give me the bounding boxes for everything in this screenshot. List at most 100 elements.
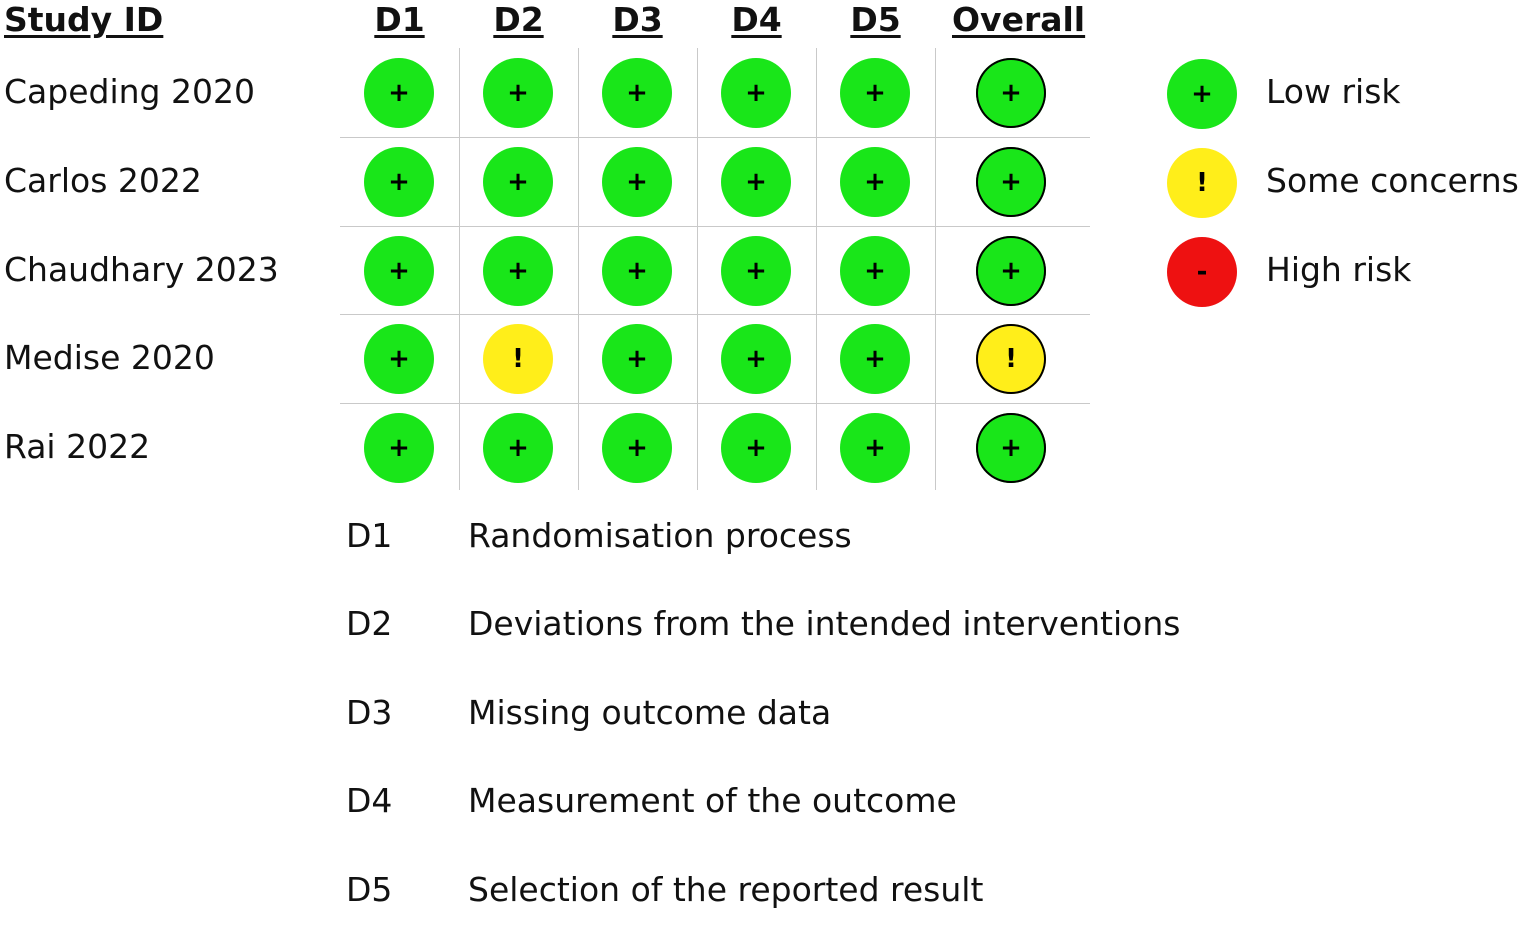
definition-code-d1: D1 — [346, 516, 393, 555]
judgement-dot-low-icon: + — [721, 147, 791, 217]
grid-vline — [459, 48, 460, 490]
study-name-rai-2022: Rai 2022 — [4, 427, 151, 466]
judgement-symbol: + — [1000, 433, 1022, 463]
judgement-symbol: + — [864, 167, 886, 197]
grid-hline — [340, 314, 1090, 315]
judgement-dot-low-icon: + — [602, 236, 672, 306]
judgement-symbol: + — [864, 256, 886, 286]
study-name-chaudhary-2023: Chaudhary 2023 — [4, 250, 279, 289]
judgement-dot-low-icon: + — [721, 413, 791, 483]
domain-header-d3: D3 — [612, 0, 663, 39]
domain-header-d5: D5 — [850, 0, 901, 39]
domain-header-d2: D2 — [493, 0, 544, 39]
definition-text-d2: Deviations from the intended interventio… — [468, 604, 1181, 643]
judgement-dot-low-icon: + — [483, 236, 553, 306]
grid-vline — [935, 48, 936, 490]
judgement-symbol: + — [864, 78, 886, 108]
domain-header-d4: D4 — [731, 0, 782, 39]
judgement-symbol: + — [745, 433, 767, 463]
judgement-symbol: - — [1196, 257, 1208, 287]
overall-judgement-dot-low-icon: + — [976, 236, 1046, 306]
judgement-symbol: + — [626, 167, 648, 197]
judgement-symbol: + — [864, 433, 886, 463]
judgement-symbol: + — [507, 433, 529, 463]
judgement-symbol: + — [626, 433, 648, 463]
grid-vline — [578, 48, 579, 490]
legend-label-high-risk: High risk — [1266, 250, 1412, 289]
judgement-dot-low-icon: + — [840, 58, 910, 128]
judgement-dot-low-icon: + — [721, 324, 791, 394]
judgement-dot-low-icon: + — [840, 147, 910, 217]
judgement-symbol: ! — [1005, 344, 1017, 374]
judgement-dot-low-icon: + — [840, 236, 910, 306]
definition-code-d4: D4 — [346, 781, 393, 820]
definition-code-d5: D5 — [346, 870, 393, 909]
definition-text-d3: Missing outcome data — [468, 693, 832, 732]
study-name-carlos-2022: Carlos 2022 — [4, 161, 202, 200]
study-id-header: Study ID — [4, 0, 164, 39]
judgement-symbol: + — [1000, 167, 1022, 197]
judgement-dot-low-icon: + — [364, 324, 434, 394]
legend-some-concerns-icon: ! — [1167, 148, 1237, 218]
judgement-symbol: + — [388, 78, 410, 108]
judgement-dot-low-icon: + — [364, 236, 434, 306]
grid-hline — [340, 226, 1090, 227]
study-name-capeding-2020: Capeding 2020 — [4, 72, 255, 111]
judgement-dot-low-icon: + — [602, 413, 672, 483]
legend-label-some-concerns: Some concerns — [1266, 161, 1519, 200]
judgement-dot-low-icon: + — [840, 324, 910, 394]
judgement-dot-some-icon: ! — [483, 324, 553, 394]
judgement-symbol: + — [745, 344, 767, 374]
judgement-symbol: + — [388, 344, 410, 374]
judgement-symbol: + — [1191, 79, 1213, 109]
judgement-symbol: + — [388, 167, 410, 197]
legend-label-low-risk: Low risk — [1266, 72, 1401, 111]
domain-header-d1: D1 — [374, 0, 425, 39]
judgement-symbol: + — [626, 256, 648, 286]
judgement-dot-low-icon: + — [483, 58, 553, 128]
judgement-symbol: + — [626, 344, 648, 374]
judgement-dot-low-icon: + — [364, 58, 434, 128]
judgement-dot-low-icon: + — [602, 324, 672, 394]
judgement-dot-low-icon: + — [364, 413, 434, 483]
judgement-symbol: + — [507, 256, 529, 286]
judgement-dot-low-icon: + — [483, 147, 553, 217]
judgement-symbol: + — [507, 167, 529, 197]
grid-hline — [340, 403, 1090, 404]
overall-judgement-dot-low-icon: + — [976, 413, 1046, 483]
overall-header: Overall — [952, 0, 1086, 39]
judgement-symbol: ! — [1196, 168, 1208, 198]
study-name-medise-2020: Medise 2020 — [4, 338, 215, 377]
definition-text-d5: Selection of the reported result — [468, 870, 984, 909]
judgement-symbol: + — [1000, 78, 1022, 108]
definition-code-d2: D2 — [346, 604, 393, 643]
legend-low-risk-icon: + — [1167, 59, 1237, 129]
judgement-dot-low-icon: + — [840, 413, 910, 483]
definition-text-d4: Measurement of the outcome — [468, 781, 957, 820]
definition-code-d3: D3 — [346, 693, 393, 732]
judgement-dot-low-icon: + — [602, 58, 672, 128]
judgement-dot-low-icon: + — [602, 147, 672, 217]
judgement-symbol: + — [1000, 256, 1022, 286]
grid-vline — [697, 48, 698, 490]
judgement-symbol: + — [507, 78, 529, 108]
overall-judgement-dot-low-icon: + — [976, 58, 1046, 128]
judgement-dot-low-icon: + — [721, 236, 791, 306]
legend-high-risk-icon: - — [1167, 237, 1237, 307]
overall-judgement-dot-low-icon: + — [976, 147, 1046, 217]
judgement-symbol: + — [745, 78, 767, 108]
judgement-dot-low-icon: + — [483, 413, 553, 483]
judgement-symbol: + — [745, 167, 767, 197]
judgement-symbol: + — [388, 433, 410, 463]
grid-hline — [340, 137, 1090, 138]
grid-vline — [816, 48, 817, 490]
judgement-dot-low-icon: + — [364, 147, 434, 217]
judgement-symbol: + — [745, 256, 767, 286]
definition-text-d1: Randomisation process — [468, 516, 852, 555]
overall-judgement-dot-some-icon: ! — [976, 324, 1046, 394]
judgement-symbol: ! — [512, 344, 524, 374]
judgement-symbol: + — [388, 256, 410, 286]
judgement-symbol: + — [864, 344, 886, 374]
judgement-dot-low-icon: + — [721, 58, 791, 128]
judgement-symbol: + — [626, 78, 648, 108]
